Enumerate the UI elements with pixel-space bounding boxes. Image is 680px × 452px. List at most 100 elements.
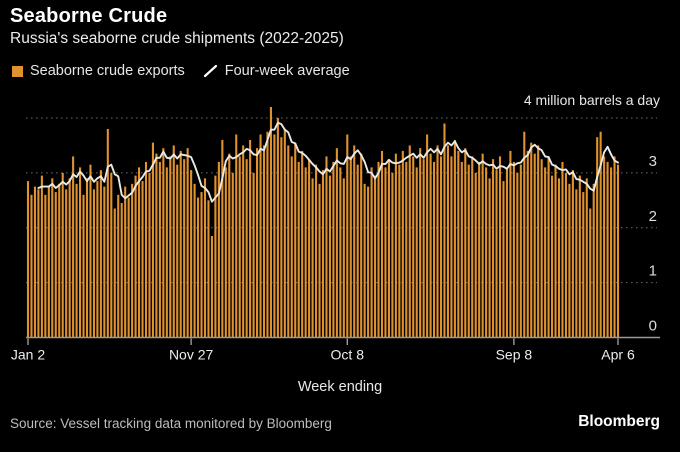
bar-week-143 [523, 131, 526, 338]
bar-week-74 [283, 128, 286, 338]
bar-week-93 [349, 156, 352, 338]
bar-week-139 [509, 150, 512, 338]
bar-week-155 [564, 172, 567, 338]
y-tick-label-0: 0 [649, 318, 657, 335]
bar-week-81 [308, 159, 311, 338]
bar-week-137 [502, 181, 505, 338]
bar-swatch-icon [12, 65, 23, 77]
bar-week-167 [606, 161, 609, 338]
bar-week-132 [485, 167, 488, 338]
bar-week-123 [453, 139, 456, 338]
bar-week-104 [387, 159, 390, 338]
bar-week-32 [138, 167, 141, 338]
bar-week-8 [54, 192, 57, 338]
bar-week-145 [530, 142, 533, 338]
bar-week-45 [183, 159, 186, 338]
y-axis-unit-label: 4 million barrels a day [523, 92, 660, 108]
bar-week-144 [526, 150, 529, 338]
bar-week-140 [512, 161, 515, 338]
bar-week-105 [391, 172, 394, 338]
bar-week-103 [384, 167, 387, 338]
bar-week-37 [155, 153, 158, 338]
bar-week-23 [106, 128, 109, 338]
bar-week-115 [426, 134, 429, 338]
x-tick-label-jan-2: Jan 2 [11, 347, 45, 363]
bar-week-117 [433, 161, 436, 338]
bar-week-95 [356, 164, 359, 338]
bar-week-51 [203, 178, 207, 338]
bar-week-164 [596, 137, 599, 338]
bar-week-46 [186, 148, 189, 338]
bar-week-61 [238, 156, 241, 338]
bar-week-89 [335, 148, 338, 338]
bar-week-108 [401, 150, 404, 338]
bar-week-1 [30, 194, 33, 338]
bar-week-68 [262, 145, 266, 338]
bar-week-149 [544, 167, 547, 338]
bar-week-168 [610, 167, 613, 338]
bar-week-9 [58, 183, 61, 338]
bar-week-170 [616, 164, 620, 338]
bar-week-153 [557, 178, 561, 338]
bar-week-102 [380, 150, 384, 338]
legend-item-average: Four-week average [203, 63, 350, 79]
bar-week-30 [131, 183, 134, 338]
bar-week-110 [408, 145, 411, 338]
bar-week-52 [207, 200, 210, 338]
y-tick-label-3: 3 [649, 153, 657, 170]
bar-week-2 [33, 186, 36, 338]
bar-week-128 [471, 156, 474, 338]
bar-week-13 [72, 156, 75, 338]
bar-week-50 [200, 192, 203, 338]
bar-week-161 [585, 178, 588, 338]
bar-week-138 [505, 167, 508, 338]
bar-week-88 [332, 161, 335, 338]
bar-week-25 [113, 208, 116, 338]
four-week-average-line [37, 121, 619, 203]
page-title: Seaborne Crude [10, 5, 168, 27]
bar-week-119 [439, 156, 443, 338]
bar-week-118 [436, 145, 439, 338]
bar-week-15 [79, 167, 82, 338]
legend-label-exports: Seaborne crude exports [30, 63, 185, 79]
bar-week-69 [266, 131, 269, 338]
bar-week-142 [519, 164, 522, 338]
bar-week-56 [221, 139, 224, 338]
bar-week-146 [533, 153, 536, 338]
bar-week-150 [547, 156, 550, 338]
bar-week-41 [169, 156, 172, 338]
bar-week-134 [492, 159, 495, 338]
bar-week-70 [269, 107, 272, 338]
bar-week-75 [287, 145, 290, 338]
bar-week-162 [589, 208, 592, 338]
bar-week-31 [134, 175, 137, 338]
bar-week-67 [259, 134, 262, 338]
bar-week-44 [179, 150, 182, 338]
bar-week-26 [117, 194, 120, 338]
bloomberg-logo: Bloomberg [578, 413, 660, 430]
bar-week-72 [276, 118, 279, 338]
bar-week-4 [40, 175, 43, 338]
bar-week-80 [304, 167, 307, 338]
bar-week-141 [516, 172, 519, 338]
bar-week-84 [318, 183, 321, 338]
bar-week-163 [592, 183, 595, 338]
bar-week-135 [495, 170, 498, 338]
bar-week-24 [110, 172, 113, 338]
x-tick-label-apr-6: Apr 6 [601, 347, 635, 363]
bar-week-82 [311, 178, 314, 338]
bar-week-27 [120, 203, 123, 338]
x-tick-label-sep-8: Sep 8 [496, 347, 533, 363]
bar-week-58 [228, 153, 231, 338]
bar-week-79 [301, 150, 304, 338]
bar-week-3 [37, 189, 40, 338]
bar-week-57 [224, 167, 227, 338]
bar-week-126 [464, 148, 467, 338]
bar-week-60 [235, 134, 238, 338]
bar-week-131 [481, 153, 484, 338]
legend-item-exports: Seaborne crude exports [12, 63, 185, 79]
bar-week-22 [103, 186, 106, 338]
bar-week-120 [443, 123, 446, 338]
bar-week-62 [242, 145, 245, 338]
bar-week-39 [162, 148, 165, 338]
